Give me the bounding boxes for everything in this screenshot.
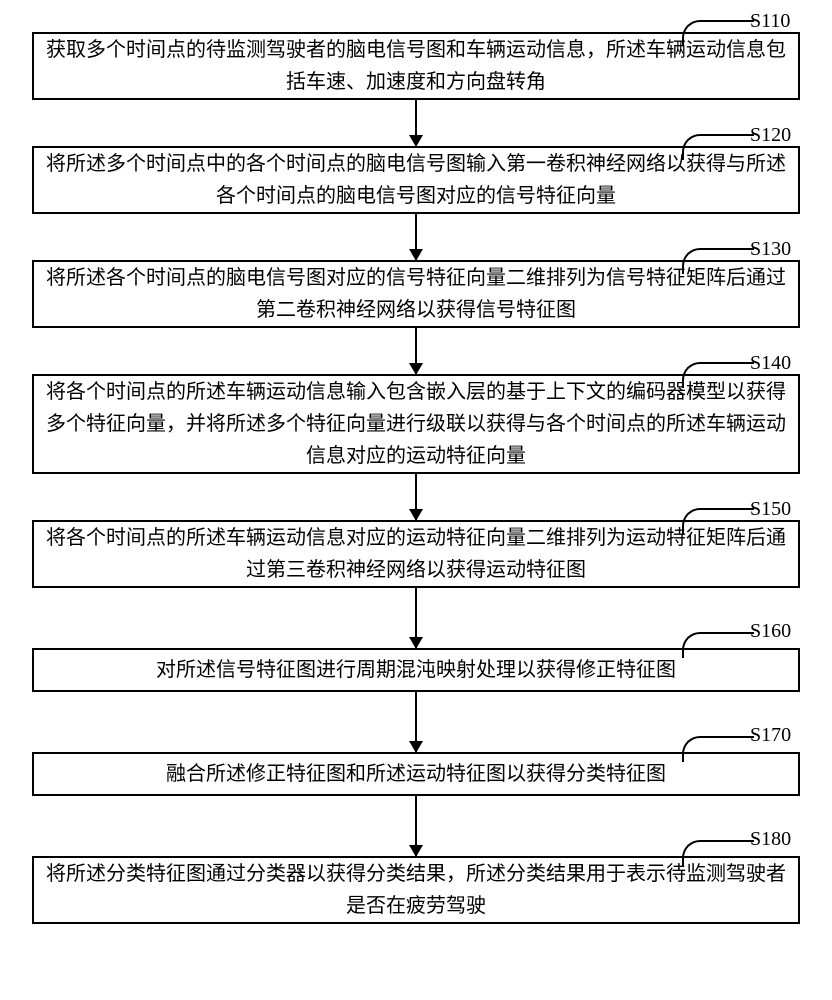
arrow-down (415, 474, 417, 520)
leader-line (682, 840, 754, 866)
arrow-down (415, 214, 417, 260)
leader-line (682, 20, 754, 46)
arrow-down (415, 588, 417, 648)
step-label-S110: S110 (750, 10, 790, 33)
step-label-S150: S150 (750, 498, 791, 521)
step-text: 融合所述修正特征图和所述运动特征图以获得分类特征图 (166, 758, 666, 790)
step-label-S130: S130 (750, 238, 791, 261)
step-label-S170: S170 (750, 724, 791, 747)
arrow-down (415, 692, 417, 752)
step-label-S140: S140 (750, 352, 791, 375)
step-text: 将所述分类特征图通过分类器以获得分类结果，所述分类结果用于表示待监测驾驶者是否在… (44, 858, 788, 922)
step-text: 对所述信号特征图进行周期混沌映射处理以获得修正特征图 (156, 654, 676, 686)
step-text: 将各个时间点的所述车辆运动信息对应的运动特征向量二维排列为运动特征矩阵后通过第三… (44, 522, 788, 586)
flowchart-canvas: 获取多个时间点的待监测驾驶者的脑电信号图和车辆运动信息，所述车辆运动信息包括车速… (0, 0, 832, 1000)
leader-line (682, 248, 754, 274)
leader-line (682, 632, 754, 658)
step-label-S160: S160 (750, 620, 791, 643)
step-label-S120: S120 (750, 124, 791, 147)
leader-line (682, 134, 754, 160)
leader-line (682, 736, 754, 762)
leader-line (682, 362, 754, 388)
step-S180: 将所述分类特征图通过分类器以获得分类结果，所述分类结果用于表示待监测驾驶者是否在… (32, 856, 800, 924)
step-text: 将所述多个时间点中的各个时间点的脑电信号图输入第一卷积神经网络以获得与所述各个时… (44, 148, 788, 212)
arrow-down (415, 100, 417, 146)
step-label-S180: S180 (750, 828, 791, 851)
step-text: 将各个时间点的所述车辆运动信息输入包含嵌入层的基于上下文的编码器模型以获得多个特… (44, 376, 788, 472)
step-text: 将所述各个时间点的脑电信号图对应的信号特征向量二维排列为信号特征矩阵后通过第二卷… (44, 262, 788, 326)
step-text: 获取多个时间点的待监测驾驶者的脑电信号图和车辆运动信息，所述车辆运动信息包括车速… (44, 34, 788, 98)
arrow-down (415, 328, 417, 374)
arrow-down (415, 796, 417, 856)
leader-line (682, 508, 754, 534)
step-S140: 将各个时间点的所述车辆运动信息输入包含嵌入层的基于上下文的编码器模型以获得多个特… (32, 374, 800, 474)
